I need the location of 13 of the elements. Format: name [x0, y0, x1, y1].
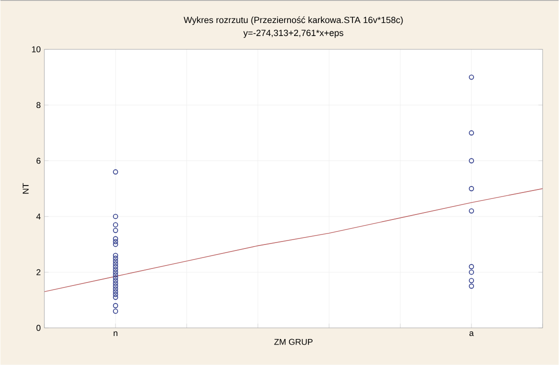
x-tick-label: a: [469, 331, 474, 336]
chart-title: Wykres rozrzutu (Przezierność karkowa.STA 16v*158c): [184, 16, 403, 25]
y-tick-label: 6: [36, 158, 40, 164]
y-tick-label: 8: [36, 102, 40, 108]
y-axis-title: NT: [22, 183, 29, 194]
x-axis-title: ZM GRUP: [274, 338, 313, 345]
x-tick-label: n: [114, 331, 118, 336]
y-tick-label: 10: [32, 46, 40, 52]
line-series: [44, 188, 543, 292]
y-tick-label: 4: [36, 214, 41, 220]
y-tick-label: 0: [36, 324, 40, 331]
chart-subtitle: y=-274,313+2,761*x+eps: [243, 30, 344, 38]
y-tick-label: 2: [36, 269, 40, 276]
